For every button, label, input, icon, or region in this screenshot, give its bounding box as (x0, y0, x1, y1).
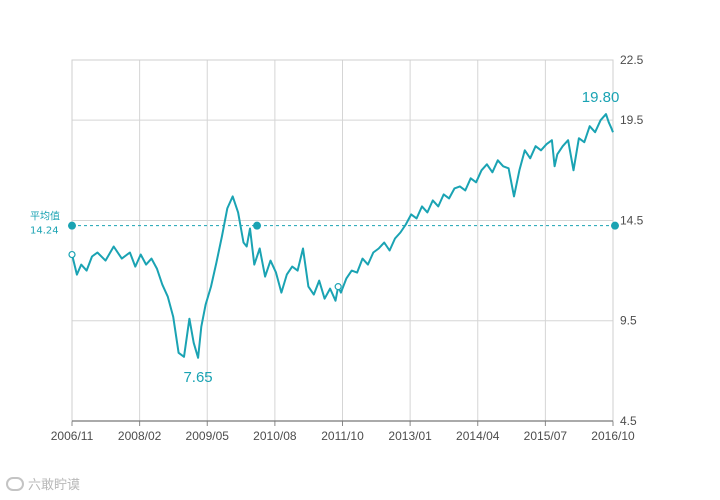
average-marker-mid (253, 221, 262, 230)
x-tick-label: 2008/02 (118, 429, 162, 443)
average-marker-left (68, 221, 76, 230)
x-tick-label: 2011/10 (321, 429, 364, 443)
y-tick-label: 22.5 (620, 53, 644, 67)
max-value-label: 19.80 (582, 89, 620, 106)
mid-marker (334, 283, 342, 291)
x-tick-label: 2015/07 (524, 429, 568, 443)
series-line (71, 113, 614, 359)
watermark: 六敢眝谟 (6, 474, 80, 493)
x-tick-label: 2016/10 (591, 429, 635, 443)
y-tick-label: 14.5 (620, 213, 644, 227)
x-tick-label: 2013/01 (388, 429, 432, 443)
average-marker-right (611, 221, 619, 230)
y-tick-label: 4.5 (620, 414, 637, 428)
watermark-logo-icon (6, 476, 24, 491)
min-value-label: 7.65 (183, 369, 212, 386)
average-value: 14.24 (30, 226, 59, 237)
watermark-text: 六敢眝谟 (28, 478, 81, 493)
x-tick-label: 2006/11 (51, 429, 94, 443)
y-tick-label: 9.5 (620, 314, 637, 328)
x-tick-label: 2010/08 (253, 429, 297, 443)
x-tick-label: 2009/05 (186, 429, 230, 443)
x-tick-label: 2014/04 (456, 429, 500, 443)
average-label: 平均值 (30, 210, 60, 223)
start-marker (68, 250, 76, 259)
y-tick-label: 19.5 (620, 113, 644, 127)
